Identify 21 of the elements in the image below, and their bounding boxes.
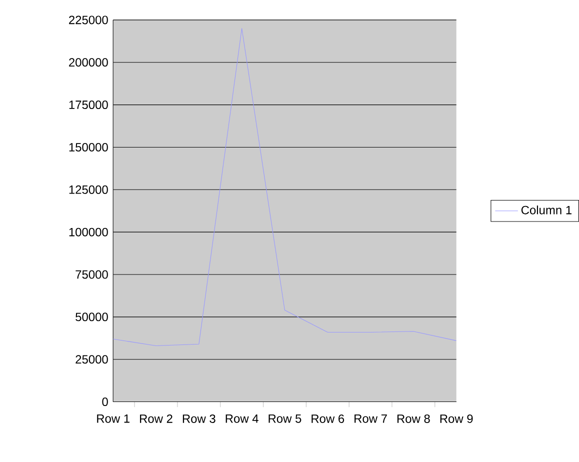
x-tick-label: Row 6 [312, 414, 344, 424]
line-series [113, 28, 456, 346]
x-tick-label: Row 9 [440, 414, 473, 424]
y-tick-label: 25000 [76, 355, 108, 364]
y-tick-label: 0 [102, 398, 108, 406]
x-tick-label: Row 1 [97, 414, 130, 424]
legend-label: Column 1 [521, 206, 572, 215]
x-tick-label: Row 4 [226, 414, 258, 424]
y-tick-label: 100000 [69, 228, 108, 236]
x-tick-label: Row 2 [140, 414, 172, 424]
x-tick-label: Row 5 [268, 414, 302, 424]
y-tick-label: 225000 [69, 16, 108, 24]
y-tick-label: 150000 [69, 143, 108, 152]
x-tick-label: Row 3 [182, 414, 216, 424]
x-tick-label: Row 8 [397, 414, 430, 424]
y-tick-label: 75000 [76, 270, 108, 279]
y-tick-label: 50000 [76, 312, 108, 322]
x-tick-label: Row 7 [354, 414, 387, 424]
y-tick-label: 175000 [69, 100, 108, 110]
y-tick-label: 200000 [69, 58, 108, 67]
y-tick-label: 125000 [69, 186, 108, 194]
